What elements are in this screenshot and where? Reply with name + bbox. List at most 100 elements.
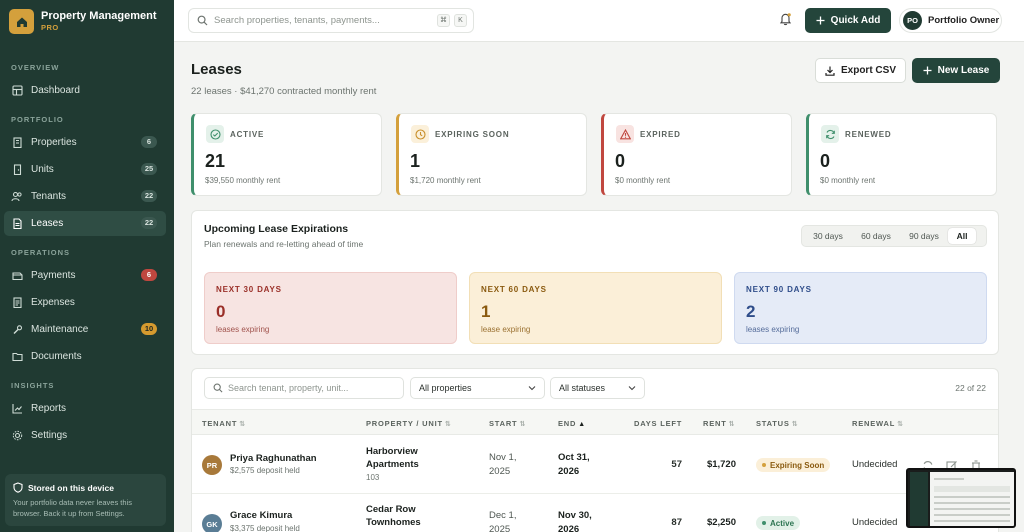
stat-note: $39,550 monthly rent xyxy=(205,176,281,185)
filter-60-days[interactable]: 60 days xyxy=(861,231,891,241)
stat-card-expiring-soon[interactable]: EXPIRING SOON 1 $1,720 monthly rent xyxy=(396,113,587,196)
section-label-overview: OVERVIEW xyxy=(11,63,60,72)
panel-title: Upcoming Lease Expirations xyxy=(204,223,349,235)
column-header-renewal[interactable]: RENEWAL ⇅ xyxy=(852,419,904,428)
filter-90-days[interactable]: 90 days xyxy=(909,231,939,241)
table-search-input[interactable] xyxy=(228,383,393,393)
property-filter-value: All properties xyxy=(419,383,472,393)
window-note: leases expiring xyxy=(746,325,800,334)
tenant-deposit: $2,575 deposit held xyxy=(230,466,300,475)
count-badge: 6 xyxy=(141,269,157,281)
stat-label: EXPIRING SOON xyxy=(435,130,510,139)
filter-all[interactable]: All xyxy=(948,228,976,244)
search-icon xyxy=(213,383,223,393)
sidebar-item-tenants[interactable]: Tenants 22 xyxy=(4,184,166,209)
column-header-rent[interactable]: RENT ⇅ xyxy=(703,419,736,428)
table-row[interactable]: PR Priya Raghunathan $2,575 deposit held… xyxy=(192,435,998,494)
column-header-start[interactable]: START ⇅ xyxy=(489,419,527,428)
plus-icon xyxy=(923,66,932,75)
brand-title: Property Management xyxy=(41,10,157,22)
sidebar-item-reports[interactable]: Reports xyxy=(4,396,166,421)
building-icon xyxy=(11,137,23,149)
count-badge: 22 xyxy=(141,190,157,202)
shield-icon xyxy=(13,482,23,493)
stat-note: $0 monthly rent xyxy=(820,176,876,185)
stat-card-expired[interactable]: EXPIRED 0 $0 monthly rent xyxy=(601,113,792,196)
status-filter-select[interactable]: All statuses xyxy=(550,377,645,399)
wrench-icon xyxy=(11,324,23,336)
stat-card-renewed[interactable]: RENEWED 0 $0 monthly rent xyxy=(806,113,997,196)
sidebar-item-label: Properties xyxy=(31,137,77,148)
filter-30-days[interactable]: 30 days xyxy=(813,231,843,241)
brand[interactable]: Property Management PRO xyxy=(9,9,157,34)
tenant-name[interactable]: Priya Raghunathan xyxy=(230,453,317,464)
column-header-property[interactable]: PROPERTY / UNIT ⇅ xyxy=(366,419,452,428)
sidebar-item-properties[interactable]: Properties 6 xyxy=(4,130,166,155)
sidebar-item-payments[interactable]: Payments 6 xyxy=(4,263,166,288)
stat-card-active[interactable]: ACTIVE 21 $39,550 monthly rent xyxy=(191,113,382,196)
preview-sidebar xyxy=(910,472,928,526)
column-header-tenant[interactable]: TENANT ⇅ xyxy=(202,419,246,428)
tenant-name[interactable]: Grace Kimura xyxy=(230,510,293,521)
search-icon xyxy=(197,15,208,26)
new-lease-label: New Lease xyxy=(937,65,990,76)
plus-icon xyxy=(816,16,825,25)
stat-label: RENEWED xyxy=(845,130,892,139)
clock-icon xyxy=(411,125,429,143)
property-filter-select[interactable]: All properties xyxy=(410,377,545,399)
window-card-30-days[interactable]: NEXT 30 DAYS 0 leases expiring xyxy=(204,272,457,344)
owner-name: Portfolio Owner xyxy=(928,15,1000,26)
window-note: lease expiring xyxy=(481,325,531,334)
export-label: Export CSV xyxy=(840,65,896,76)
window-label: NEXT 30 DAYS xyxy=(216,285,282,294)
topbar: ⌘ K Quick Add PO Portfolio Owner xyxy=(174,0,1024,42)
column-header-days-left[interactable]: DAYS LEFT xyxy=(634,419,683,428)
window-card-60-days[interactable]: NEXT 60 DAYS 1 lease expiring xyxy=(469,272,722,344)
sidebar-item-label: Settings xyxy=(31,430,68,441)
screen-preview-thumbnail[interactable] xyxy=(906,468,1016,528)
notifications-bell-icon[interactable] xyxy=(779,12,792,31)
kbd-cmd: ⌘ xyxy=(437,14,450,27)
end-date: Oct 31, 2026 xyxy=(558,452,590,477)
quick-add-button[interactable]: Quick Add xyxy=(805,8,891,33)
sidebar-item-label: Leases xyxy=(31,218,64,229)
account-menu[interactable]: PO Portfolio Owner xyxy=(899,8,1002,33)
export-csv-button[interactable]: Export CSV xyxy=(815,58,906,83)
stat-label: ACTIVE xyxy=(230,130,265,139)
home-icon xyxy=(9,9,34,34)
column-header-status[interactable]: STATUS ⇅ xyxy=(756,419,799,428)
sidebar-item-documents[interactable]: Documents xyxy=(4,344,166,369)
stat-note: $0 monthly rent xyxy=(615,176,671,185)
window-card-90-days[interactable]: NEXT 90 DAYS 2 leases expiring xyxy=(734,272,987,344)
stat-value: 0 xyxy=(820,151,831,171)
global-search[interactable]: ⌘ K xyxy=(188,8,474,33)
property-name[interactable]: Harborview Apartments xyxy=(366,446,419,470)
preview-main xyxy=(930,472,1014,526)
sidebar-item-dashboard[interactable]: Dashboard xyxy=(4,78,166,103)
gear-icon xyxy=(11,430,23,442)
count-badge: 10 xyxy=(141,323,157,335)
sort-icon: ⇅ xyxy=(519,421,527,428)
count-badge: 25 xyxy=(141,163,157,175)
payments-icon xyxy=(11,270,23,282)
days-left: 57 xyxy=(671,459,682,470)
search-input[interactable] xyxy=(214,15,429,26)
sidebar-item-leases[interactable]: Leases 22 xyxy=(4,211,166,236)
sidebar-item-settings[interactable]: Settings xyxy=(4,423,166,448)
download-icon xyxy=(825,66,835,76)
stat-note: $1,720 monthly rent xyxy=(410,176,481,185)
page-subtitle: 22 leases · $41,270 contracted monthly r… xyxy=(191,86,377,97)
storage-title: Stored on this device xyxy=(28,482,114,493)
sidebar-item-expenses[interactable]: Expenses xyxy=(4,290,166,315)
sidebar-item-maintenance[interactable]: Maintenance 10 xyxy=(4,317,166,342)
new-lease-button[interactable]: New Lease xyxy=(912,58,1000,83)
property-name[interactable]: Cedar Row Townhomes xyxy=(366,504,421,528)
table-row[interactable]: GK Grace Kimura $3,375 deposit held Ceda… xyxy=(192,494,998,532)
sidebar-item-units[interactable]: Units 25 xyxy=(4,157,166,182)
column-header-end[interactable]: END ▲ xyxy=(558,419,586,428)
rent-amount: $1,720 xyxy=(706,459,736,470)
status-badge: Expiring Soon xyxy=(756,458,831,472)
table-search[interactable] xyxy=(204,377,404,399)
start-date: Dec 1, 2025 xyxy=(489,510,517,532)
sort-icon: ⇅ xyxy=(444,421,452,428)
